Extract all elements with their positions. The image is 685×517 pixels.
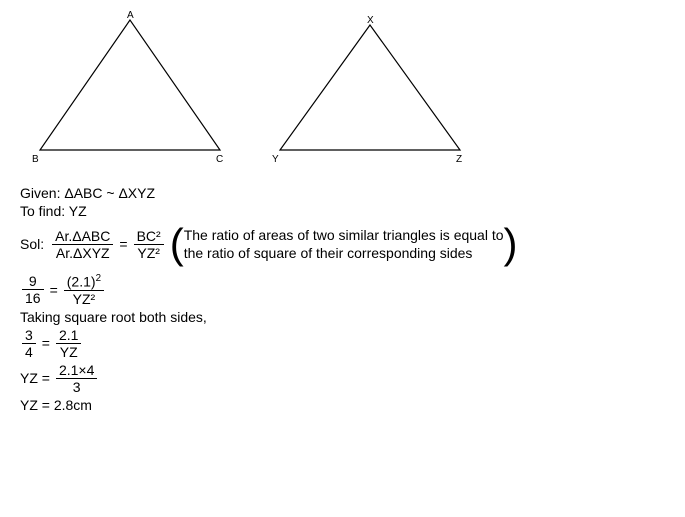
triangle-xyz (280, 25, 460, 150)
sol-rhs-fraction: BC² YZ² (134, 228, 164, 261)
equals-sign: = (50, 282, 58, 298)
label-x: X (367, 15, 374, 26)
step1-rhs: (2.1)2 YZ² (64, 273, 104, 307)
step2-text: Taking square root both sides, (20, 309, 665, 325)
step3-line: 3 4 = 2.1 YZ (20, 327, 665, 360)
step3-lhs: 3 4 (22, 327, 36, 360)
given-text: Given: ΔABC ~ ΔXYZ (20, 185, 665, 201)
reason-line2: the ratio of square of their correspondi… (184, 245, 473, 261)
equals-sign: = (42, 335, 50, 351)
step1-line: 9 16 = (2.1)2 YZ² (20, 273, 665, 307)
result-text: YZ = 2.8cm (20, 397, 665, 413)
reason-line1: The ratio of areas of two similar triang… (184, 227, 504, 243)
triangles-diagram: A B C X Y Z (20, 10, 480, 170)
step4-rhs: 2.1×4 3 (56, 362, 97, 395)
step4-line: YZ = 2.1×4 3 (20, 362, 665, 395)
tofind-text: To find: YZ (20, 203, 665, 219)
label-a: A (127, 10, 134, 21)
reason-parenthetical: ( The ratio of areas of two similar tria… (170, 225, 518, 263)
solution-line: Sol: Ar.ΔABC Ar.ΔXYZ = BC² YZ² ( The rat… (20, 225, 665, 263)
label-z: Z (456, 154, 462, 165)
triangle-abc (40, 20, 220, 150)
equals-sign: = (119, 236, 127, 252)
step1-lhs: 9 16 (22, 273, 44, 306)
label-b: B (32, 154, 39, 165)
label-y: Y (272, 154, 279, 165)
sol-label: Sol: (20, 236, 44, 252)
label-c: C (216, 154, 223, 165)
step4-lhs: YZ = (20, 370, 50, 386)
sol-lhs-fraction: Ar.ΔABC Ar.ΔXYZ (52, 228, 113, 261)
step3-rhs: 2.1 YZ (56, 327, 81, 360)
